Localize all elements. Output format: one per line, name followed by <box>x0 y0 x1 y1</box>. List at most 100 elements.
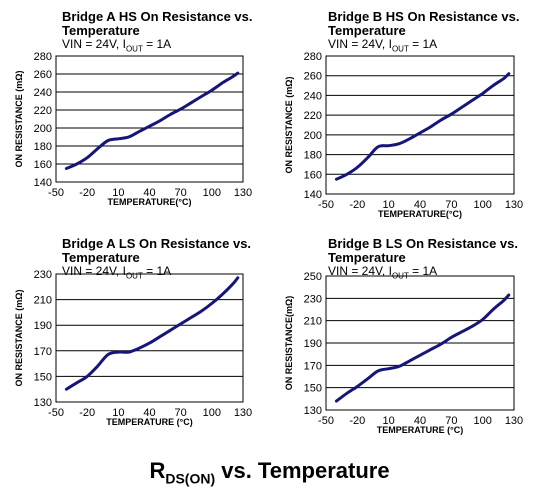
y-tick-label: 140 <box>34 177 52 189</box>
x-tick-label: 10 <box>112 407 124 419</box>
plot-frame <box>55 273 244 403</box>
plot-frame <box>55 55 244 183</box>
x-tick-label: -20 <box>349 199 365 211</box>
series-line <box>334 293 511 403</box>
y-tick-label: 210 <box>34 295 52 307</box>
x-tick-label: -50 <box>48 407 64 419</box>
x-tick-label: 40 <box>143 407 155 419</box>
y-tick-label: 180 <box>34 141 52 153</box>
x-tick-label: 70 <box>445 199 457 211</box>
chart-title-line-1: Bridge B LS On Resistance vs. <box>328 236 519 251</box>
x-tick-label: -50 <box>318 199 334 211</box>
y-axis-label: ON RESISTANCE(mΩ) <box>284 296 294 391</box>
x-tick-label: -50 <box>318 415 334 427</box>
y-tick-label: 170 <box>304 360 322 372</box>
x-tick-label: 40 <box>143 187 155 199</box>
y-tick-label: 230 <box>34 269 52 281</box>
condition-suffix: = 1A <box>408 264 438 278</box>
y-tick-label: 200 <box>304 130 322 142</box>
x-tick-label: 130 <box>505 199 523 211</box>
x-axis-label: TEMPERATURE(°C) <box>108 197 192 207</box>
chart-title-line-1: Bridge B HS On Resistance vs. <box>328 9 520 24</box>
chart-title: Bridge B HS On Resistance vs. Temperatur… <box>328 10 519 38</box>
y-tick-label: 220 <box>34 105 52 117</box>
y-tick-label: 210 <box>304 316 322 328</box>
chart-title: Bridge A HS On Resistance vs. Temperatur… <box>62 10 253 38</box>
chart-title: Bridge B LS On Resistance vs. Temperatur… <box>328 237 518 265</box>
caption-main: R <box>149 458 166 483</box>
y-tick-label: 220 <box>304 110 322 122</box>
x-tick-label: -20 <box>349 415 365 427</box>
y-tick-label: 130 <box>34 397 52 409</box>
condition-suffix: = 1A <box>142 37 172 51</box>
y-axis-label: ON RESISTANCE (mΩ) <box>14 70 24 167</box>
test-condition: VIN = 24V, IOUT = 1A <box>62 38 171 55</box>
condition-prefix: VIN = 24V, I <box>62 37 126 51</box>
x-tick-label: 100 <box>203 407 221 419</box>
caption-subscript: DS(ON) <box>165 470 216 487</box>
x-axis-label: TEMPERATURE(°C) <box>378 209 462 219</box>
x-tick-label: -50 <box>48 187 64 199</box>
test-condition: VIN = 24V, IOUT = 1A <box>328 38 437 55</box>
chart-title-line-2: Temperature <box>328 23 406 38</box>
y-tick-label: 240 <box>34 87 52 99</box>
x-tick-label: 70 <box>445 415 457 427</box>
x-axis-label: TEMPERATURE (°C) <box>106 417 192 427</box>
x-tick-label: 70 <box>175 187 187 199</box>
y-tick-label: 190 <box>304 338 322 350</box>
condition-sub: OUT <box>125 271 143 281</box>
x-tick-label: 10 <box>112 187 124 199</box>
x-tick-label: 10 <box>383 415 395 427</box>
y-tick-label: 140 <box>304 189 322 201</box>
x-axis-label: TEMPERATURE (°C) <box>377 425 463 435</box>
y-tick-label: 150 <box>34 371 52 383</box>
series-line <box>64 276 240 391</box>
y-tick-label: 190 <box>34 320 52 332</box>
y-tick-label: 280 <box>34 51 52 63</box>
x-tick-label: 130 <box>505 415 523 427</box>
y-tick-label: 150 <box>304 383 322 395</box>
chart-title-line-2: Temperature <box>328 250 406 265</box>
x-tick-label: 100 <box>203 187 221 199</box>
condition-sub: OUT <box>125 44 143 54</box>
x-tick-label: 70 <box>175 407 187 419</box>
x-tick-label: 100 <box>473 415 491 427</box>
x-tick-label: -20 <box>79 187 95 199</box>
plot-frame <box>325 275 515 411</box>
y-tick-label: 160 <box>304 169 322 181</box>
y-axis-label: ON RESISTANCE (mΩ) <box>14 289 24 386</box>
condition-prefix: VIN = 24V, I <box>328 37 392 51</box>
y-tick-label: 130 <box>304 405 322 417</box>
y-tick-label: 260 <box>34 69 52 81</box>
chart-title-line-2: Temperature <box>62 23 140 38</box>
x-tick-label: -20 <box>79 407 95 419</box>
condition-prefix: VIN = 24V, I <box>328 264 392 278</box>
chart-title-line-1: Bridge A LS On Resistance vs. <box>62 236 252 251</box>
x-tick-label: 130 <box>234 187 252 199</box>
chart-b-hs: 140 160 180 200 220 240 260 280 -50 -20 10 40 70 100 1… <box>284 51 523 219</box>
x-tick-label: 100 <box>473 199 491 211</box>
y-tick-label: 240 <box>304 90 322 102</box>
chart-title-line-1: Bridge A HS On Resistance vs. <box>62 9 253 24</box>
figure-caption: RDS(ON) vs. Temperature <box>0 458 539 486</box>
y-tick-label: 230 <box>304 293 322 305</box>
x-tick-label: 40 <box>414 415 426 427</box>
y-tick-label: 280 <box>304 51 322 63</box>
caption-rest: vs. Temperature <box>215 458 390 483</box>
series-line <box>334 72 511 181</box>
x-tick-label: 130 <box>234 407 252 419</box>
chart-title: Bridge A LS On Resistance vs. Temperatur… <box>62 237 251 265</box>
chart-b-ls: 130 150 170 190 210 230 250 -50 -20 10 40 70 100 130 T… <box>284 271 523 435</box>
y-axis-label: ON RESISTANCE (mΩ) <box>284 76 294 173</box>
chart-a-ls: 130 150 170 190 210 230 -50 -20 10 40 70 100 130 TEMP… <box>14 269 252 427</box>
condition-suffix: = 1A <box>408 37 438 51</box>
x-tick-label: 40 <box>414 199 426 211</box>
plot-frame <box>325 55 515 195</box>
y-tick-label: 260 <box>304 71 322 83</box>
chart-title-line-2: Temperature <box>62 250 140 265</box>
y-tick-label: 250 <box>304 271 322 283</box>
y-tick-label: 180 <box>304 150 322 162</box>
series-line <box>64 71 240 170</box>
y-tick-label: 160 <box>34 159 52 171</box>
x-tick-label: 10 <box>383 199 395 211</box>
